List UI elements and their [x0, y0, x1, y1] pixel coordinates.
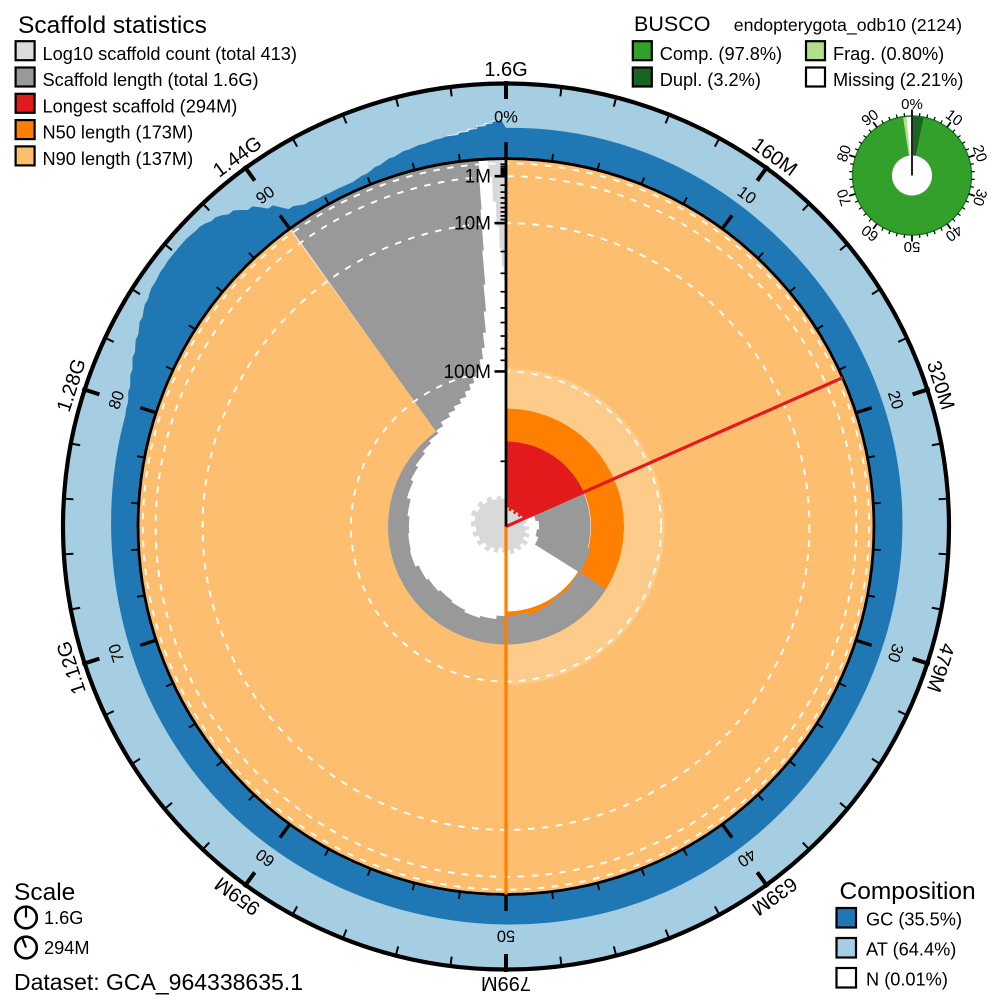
- svg-text:1M: 1M: [465, 167, 491, 188]
- svg-text:30: 30: [969, 187, 990, 208]
- svg-text:70: 70: [105, 641, 128, 664]
- svg-text:10: 10: [942, 106, 965, 130]
- svg-text:N (0.01%): N (0.01%): [866, 970, 948, 990]
- svg-text:Log10 scaffold count (total 41: Log10 scaffold count (total 413): [43, 44, 297, 64]
- svg-text:Composition: Composition: [840, 878, 976, 905]
- svg-text:Dataset: GCA_964338635.1: Dataset: GCA_964338635.1: [14, 969, 303, 995]
- svg-text:N90 length (137M): N90 length (137M): [43, 149, 194, 169]
- svg-text:20: 20: [884, 389, 907, 412]
- svg-text:Comp. (97.8%): Comp. (97.8%): [660, 44, 782, 64]
- svg-text:Frag. (0.80%): Frag. (0.80%): [833, 44, 944, 64]
- svg-text:Scale: Scale: [14, 879, 75, 906]
- svg-text:10M: 10M: [454, 214, 491, 235]
- svg-text:20: 20: [969, 143, 990, 164]
- svg-text:1.6G: 1.6G: [44, 908, 83, 928]
- svg-text:50: 50: [904, 238, 921, 255]
- svg-text:endopterygota_odb10 (2124): endopterygota_odb10 (2124): [734, 15, 962, 36]
- svg-text:Scaffold length (total 1.6G): Scaffold length (total 1.6G): [43, 70, 259, 90]
- svg-text:Longest scaffold (294M): Longest scaffold (294M): [43, 96, 238, 116]
- svg-text:Scaffold statistics: Scaffold statistics: [18, 12, 207, 39]
- svg-text:60: 60: [859, 221, 882, 245]
- svg-text:294M: 294M: [44, 938, 90, 958]
- svg-text:40: 40: [942, 221, 965, 245]
- svg-text:AT (64.4%): AT (64.4%): [866, 940, 956, 960]
- svg-text:50: 50: [497, 927, 515, 945]
- svg-text:N50 length (173M): N50 length (173M): [43, 123, 194, 143]
- svg-text:Missing (2.21%): Missing (2.21%): [833, 70, 963, 90]
- svg-text:Dupl. (3.2%): Dupl. (3.2%): [660, 70, 761, 90]
- svg-text:799M: 799M: [481, 972, 531, 994]
- svg-text:80: 80: [105, 389, 128, 412]
- svg-text:70: 70: [834, 187, 855, 208]
- svg-text:90: 90: [859, 106, 882, 130]
- svg-text:0%: 0%: [494, 108, 518, 126]
- svg-text:0%: 0%: [901, 96, 923, 113]
- svg-text:100M: 100M: [443, 362, 491, 383]
- svg-text:GC (35.5%): GC (35.5%): [866, 910, 962, 930]
- svg-text:80: 80: [834, 143, 855, 164]
- svg-text:30: 30: [884, 641, 907, 664]
- svg-text:BUSCO: BUSCO: [634, 12, 710, 36]
- svg-text:1.6G: 1.6G: [484, 59, 527, 81]
